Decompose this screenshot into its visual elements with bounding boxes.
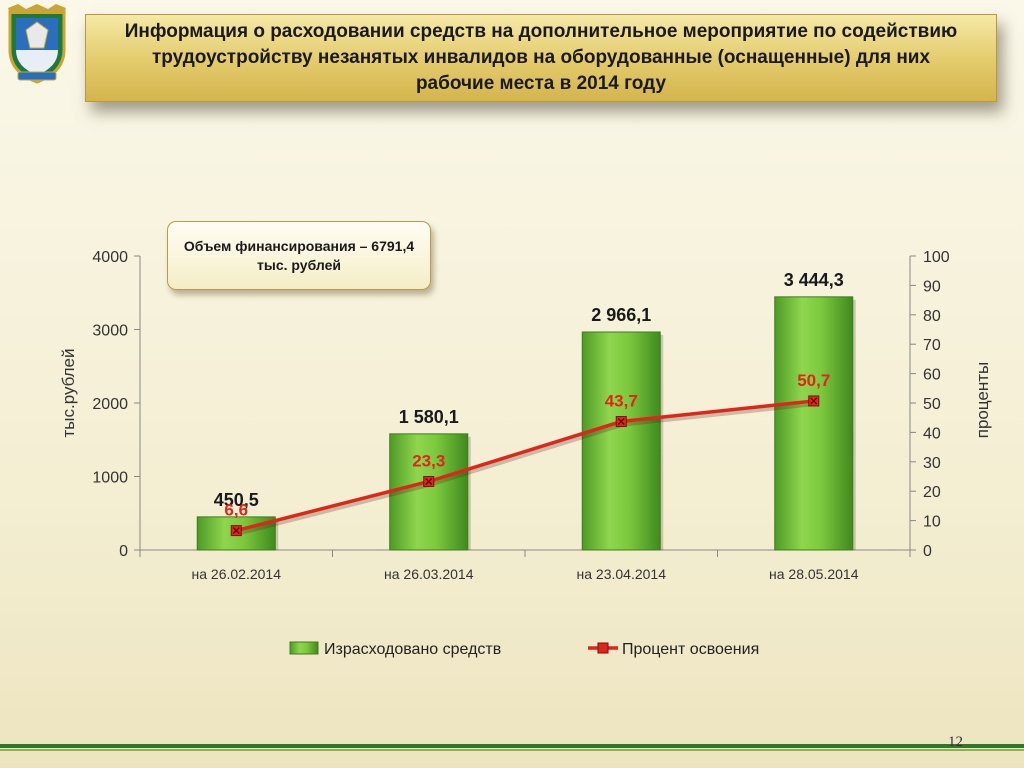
bar-value-label: 3 444,3 xyxy=(784,270,844,290)
x-tick-label: на 26.03.2014 xyxy=(384,566,474,582)
bar xyxy=(774,296,854,551)
right-tick-label: 30 xyxy=(923,455,941,472)
right-tick-label: 20 xyxy=(923,484,941,501)
bar-value-label: 2 966,1 xyxy=(591,305,651,325)
right-tick-label: 90 xyxy=(923,278,941,295)
chart-axes: 0 1000 2000 3000 4000 0 10 20 30 40 50 60 70 80 90 100 н… xyxy=(59,249,992,582)
page-number: 12 xyxy=(948,734,963,750)
right-tick-label: 70 xyxy=(923,337,941,354)
x-tick-label: на 26.02.2014 xyxy=(192,566,282,582)
bar xyxy=(389,433,469,551)
legend-line-label: Процент освоения xyxy=(622,641,759,658)
left-tick-label: 2000 xyxy=(92,396,128,413)
y-axis-label: тыс.рублей xyxy=(59,348,78,437)
legend-line-marker xyxy=(597,642,609,654)
footer-divider-light xyxy=(0,749,1024,751)
left-tick-label: 4000 xyxy=(92,249,128,266)
right-tick-label: 80 xyxy=(923,308,941,325)
x-tick-label: на 23.04.2014 xyxy=(577,566,667,582)
line-value-label: 6,6 xyxy=(224,501,248,520)
emblem-icon xyxy=(8,4,66,84)
left-tick-label: 0 xyxy=(119,543,128,560)
callout-text: Объем финансирования – 6791,4 тыс. рубле… xyxy=(183,237,415,273)
series-line-shadow xyxy=(237,401,816,536)
bar-series xyxy=(196,296,856,551)
title-banner: Информация о расходовании средств на доп… xyxy=(85,14,997,102)
right-tick-label: 100 xyxy=(923,249,950,266)
data-labels: 450,5 1 580,1 2 966,1 3 444,3 6,6 23,3 43,7 50,… xyxy=(214,270,844,520)
y2-axis-label: проценты xyxy=(973,362,992,439)
line-value-label: 23,3 xyxy=(412,451,445,470)
footer-divider xyxy=(0,744,1024,748)
series-line xyxy=(235,399,814,533)
right-tick-label: 0 xyxy=(923,543,932,560)
legend-bar-label: Израсходовано средств xyxy=(324,641,501,658)
bar-value-label: 450,5 xyxy=(214,490,259,510)
right-tick-label: 60 xyxy=(923,367,941,384)
right-tick-label: 50 xyxy=(923,396,941,413)
line-series xyxy=(230,395,820,537)
page-title: Информация о расходовании средств на доп… xyxy=(124,21,958,94)
line-value-label: 43,7 xyxy=(605,392,638,411)
legend-bar-swatch xyxy=(289,641,319,655)
right-tick-label: 10 xyxy=(923,514,941,531)
legend: Израсходовано средств Процент освоения xyxy=(289,641,759,658)
bar xyxy=(581,331,661,551)
line-point-marker xyxy=(232,527,240,535)
x-tick-label: на 28.05.2014 xyxy=(769,566,859,582)
line-point-marker xyxy=(425,478,433,485)
funding-callout: Объем финансирования – 6791,4 тыс. рубле… xyxy=(167,221,431,290)
line-point-marker xyxy=(810,397,818,405)
left-tick-label: 1000 xyxy=(92,470,128,487)
right-tick-label: 40 xyxy=(923,425,941,442)
line-value-label: 50,7 xyxy=(797,371,830,390)
line-point-marker xyxy=(617,418,625,425)
left-tick-label: 3000 xyxy=(92,323,128,340)
bar-value-label: 1 580,1 xyxy=(399,407,459,427)
